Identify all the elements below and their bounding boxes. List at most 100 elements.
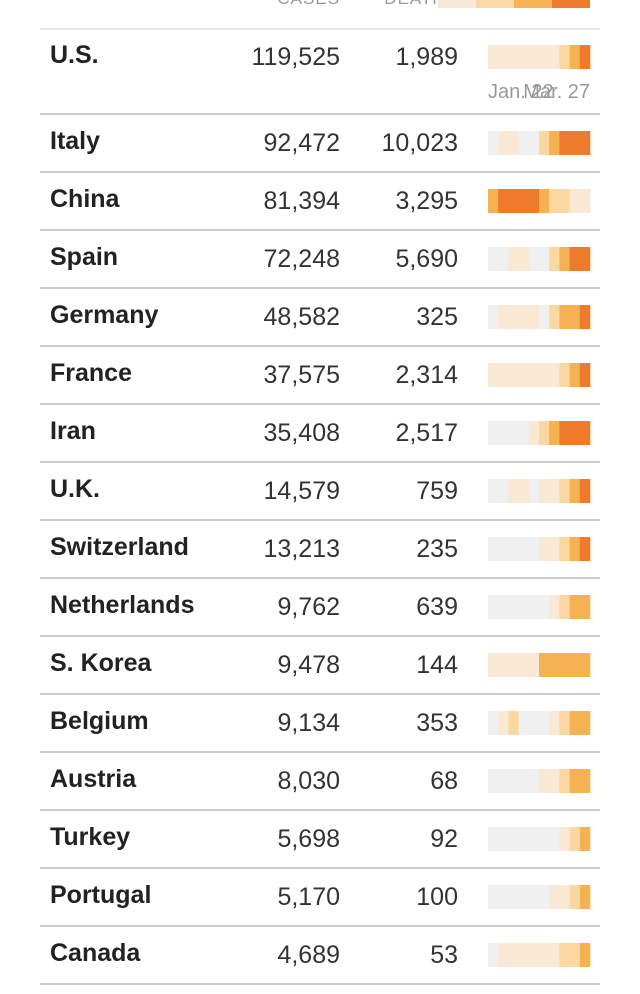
trend-cell (518, 827, 530, 851)
trend-cell (518, 885, 530, 909)
trend-cell (498, 653, 509, 677)
deaths-value: 759 (416, 477, 458, 505)
trend-cell (569, 247, 581, 271)
trend-cell (518, 595, 530, 619)
date-start: Jan. 22 (488, 81, 554, 103)
country-name: Switzerland (50, 533, 189, 561)
deaths-value: 325 (416, 303, 458, 331)
trend-cell (579, 363, 591, 387)
cases-value: 119,525 (251, 43, 340, 71)
trend-cell (559, 479, 570, 503)
trend-cell (549, 537, 560, 561)
trend-cell (518, 653, 530, 677)
trend-cell (559, 305, 570, 329)
trend-cell (488, 305, 499, 329)
trend-cell (508, 247, 519, 271)
trend-cell (518, 711, 530, 735)
trend-cell (508, 595, 519, 619)
date-end: Mar. 27 (523, 81, 590, 103)
trend-cell (508, 305, 519, 329)
trend-cell (498, 769, 509, 793)
country-name: Portugal (50, 881, 151, 909)
trend-cell (528, 537, 540, 561)
trend-cell (508, 885, 519, 909)
trend-cell (488, 653, 499, 677)
country-name: U.K. (50, 475, 100, 503)
trend-cell (528, 305, 540, 329)
trend-cell (498, 189, 509, 213)
country-name: S. Korea (50, 649, 153, 677)
country-name: Netherlands (50, 591, 194, 619)
trend-cell (488, 943, 499, 967)
trend-cell (508, 537, 519, 561)
trend-cell (498, 943, 509, 967)
trend-cell (579, 711, 591, 735)
trend-cell (559, 653, 570, 677)
trend-cell (508, 363, 519, 387)
trend-cell (559, 827, 570, 851)
trend-cell (569, 305, 581, 329)
trend-cell (488, 537, 499, 561)
legend-scale (438, 0, 590, 8)
trend-cell (549, 247, 560, 271)
trend-cell (508, 769, 519, 793)
trend-cell (528, 595, 540, 619)
trend-cell (549, 45, 560, 69)
deaths-value: 10,023 (382, 129, 458, 157)
trend-cell (498, 421, 509, 445)
trend-cell (549, 479, 560, 503)
trend-cell (549, 421, 560, 445)
trend-cell (579, 305, 591, 329)
trend-cell (528, 247, 540, 271)
trend-cell (488, 595, 499, 619)
trend-cell (518, 131, 530, 155)
trend-cell (559, 885, 570, 909)
trend-cell (579, 537, 591, 561)
trend-cell (488, 479, 499, 503)
country-name: Spain (50, 243, 118, 271)
cases-value: 5,170 (277, 883, 340, 911)
trend-cell (549, 653, 560, 677)
trend-cell (528, 885, 540, 909)
trend-cell (539, 595, 550, 619)
country-name: Belgium (50, 707, 149, 735)
country-name: Austria (50, 765, 137, 793)
trend-cell (569, 479, 581, 503)
trend-cell (528, 827, 540, 851)
deaths-value: 1,989 (395, 43, 458, 71)
trend-cell (559, 45, 570, 69)
trend-cell (508, 131, 519, 155)
trend-cell (539, 189, 550, 213)
trend-cell (559, 711, 570, 735)
trend-cell (488, 711, 499, 735)
trend-cell (559, 537, 570, 561)
trend-cell (508, 827, 519, 851)
trend-cell (579, 479, 591, 503)
trend-cell (559, 595, 570, 619)
trend-cell (528, 479, 540, 503)
trend-cell (498, 595, 509, 619)
trend-cell (518, 421, 530, 445)
trend-cell (549, 827, 560, 851)
deaths-value: 3,295 (395, 187, 458, 215)
trend-cell (488, 421, 499, 445)
country-name: Italy (50, 127, 100, 155)
trend-cell (569, 45, 581, 69)
trend-cell (508, 653, 519, 677)
country-name: China (50, 185, 121, 213)
trend-cell (518, 305, 530, 329)
trend-cell (508, 189, 519, 213)
cases-value: 81,394 (264, 187, 341, 215)
trend-cell (569, 885, 581, 909)
trend-cell (569, 421, 581, 445)
trend-cell (539, 653, 550, 677)
deaths-value: 639 (416, 593, 458, 621)
trend-cell (569, 363, 581, 387)
trend-cell (579, 827, 591, 851)
trend-cell (488, 885, 499, 909)
trend-cell (498, 363, 509, 387)
trend-cell (539, 305, 550, 329)
trend-cell (518, 45, 530, 69)
cases-value: 92,472 (264, 129, 340, 157)
